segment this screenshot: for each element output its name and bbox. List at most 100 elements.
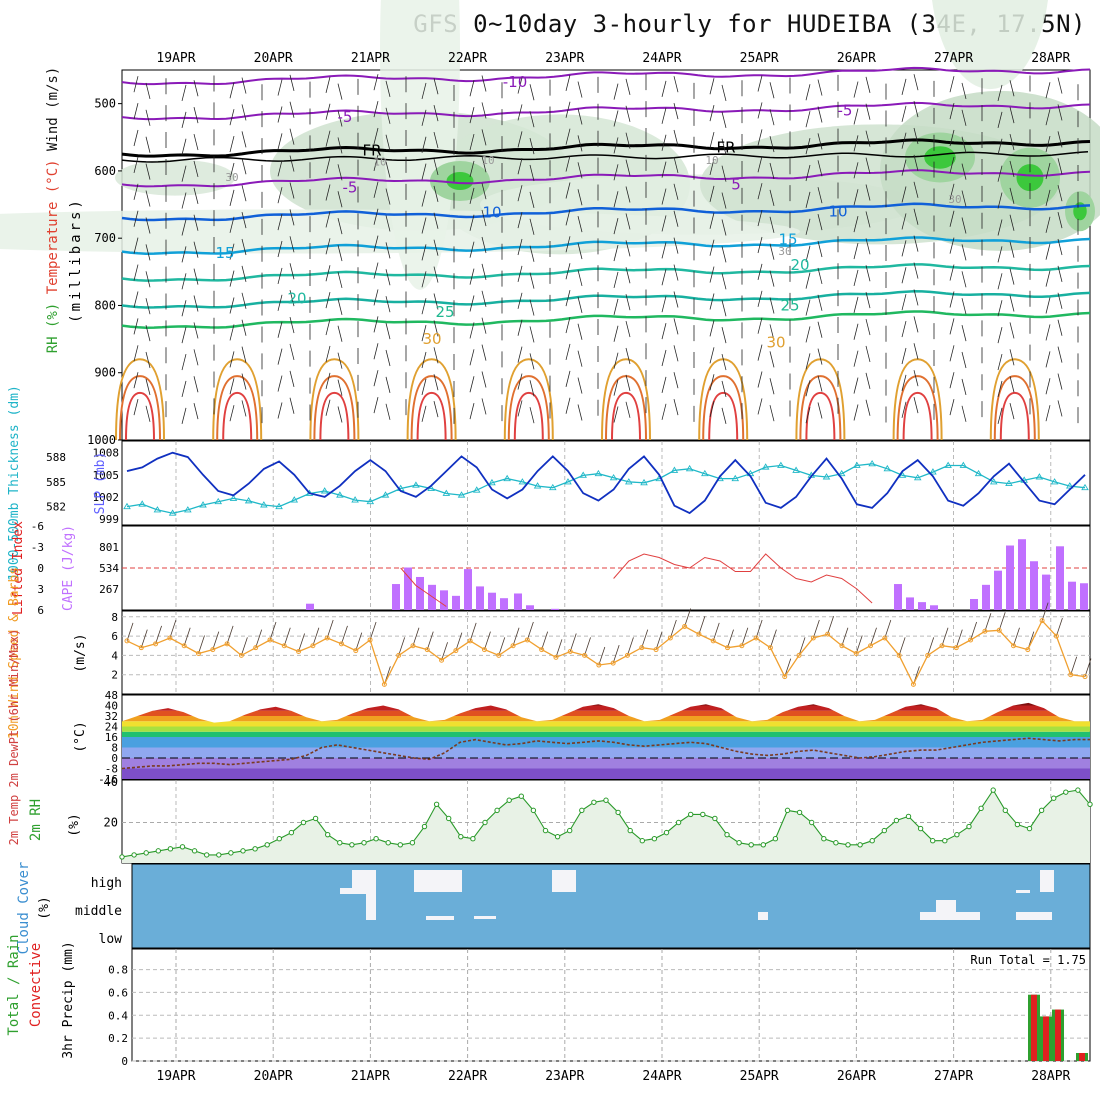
upper-wind-barb [325,211,331,228]
isotherm-4 [121,202,1091,222]
upper-wind-barb [421,298,427,315]
rh-point [373,836,379,842]
cloud-patch [474,916,496,919]
upper-wind-barb [193,160,199,178]
upper-wind-barb [913,235,919,252]
thickness-point [457,491,466,498]
wind10-barb [198,635,205,654]
upper-wind-barb [337,164,343,181]
upper-wind-barb [229,270,235,287]
upper-wind-barb [181,407,187,424]
warm-loop-0-2 [125,391,155,441]
upper-wind-barb [133,291,139,308]
wind10-point [582,652,588,658]
rh-point [930,838,936,844]
upper-wind-barb [277,133,283,150]
upper-wind-barb [673,318,679,335]
upper-wind-barb [721,327,727,344]
upper-wind-barb [913,100,919,118]
upper-wind-barb [673,210,679,227]
upper-wind-barb [565,290,571,307]
rh-point [288,829,295,836]
warm-loop-2-1 [313,375,356,441]
precip-tick-label: 0.6 [108,986,128,999]
rh-point [966,823,972,830]
upper-wind-barb [1009,268,1015,285]
upper-wind-barb [529,380,535,397]
wind10-barb [855,635,863,654]
rh-contour-label: 10 [373,156,386,169]
rh-point [772,836,779,842]
upper-wind-barb [721,165,727,182]
upper-wind-barb [529,218,535,235]
upper-wind-barb [325,76,331,93]
wind10-point [610,660,616,666]
thickness-point [731,474,740,482]
upper-wind-barb [337,137,343,154]
rh-shade-0 [115,159,235,196]
isotherm-3 [121,169,1091,188]
warm-loop-4-0 [503,358,554,441]
upper-wind-barb [517,104,523,121]
isotherm-label: -10 [503,73,528,91]
upper-wind-barb [229,162,235,180]
cloud-patch [1040,870,1054,892]
wind10-barb [741,627,749,646]
rh-point [809,819,815,826]
upper-wind-barb [625,159,631,176]
upper-wind-barb [433,158,439,176]
upper-wind-barb [289,263,295,280]
rh-point [264,842,270,848]
upper-wind-barb [721,273,727,290]
upper-wind-barb [289,74,295,91]
upper-wind-barb [433,105,439,122]
upper-wind-barb [1045,405,1051,422]
precip-total-ylabel: Total / Rain [6,934,22,1035]
thickness-line [126,463,1086,514]
upper-wind-barb [145,325,151,342]
lifted-tick-label: 6 [37,604,44,617]
slp-frame [121,440,1091,526]
upper-wind-barb [913,208,919,225]
precip-conv-bar [1055,1009,1061,1061]
cape-bar [500,598,508,610]
upper-wind-barb [421,325,427,342]
cape-bar [404,567,412,610]
cloud-patch [366,870,376,920]
upper-wind-barb [517,400,523,417]
slp-tick-label: 1005 [93,469,120,482]
upper-wind-barb [289,209,295,226]
rh-point [905,813,912,820]
wind10-barb [755,619,763,639]
wind10-point [310,643,316,649]
upper-wind-barb [661,376,667,394]
wind10-barb [870,627,877,646]
cloud-patch [352,870,370,888]
upper-wind-barb [433,78,439,95]
upper-wind-barb [481,102,487,119]
upper-wind-barb [661,269,667,286]
slp-tick-label: 999 [99,513,119,526]
upper-wind-barb [181,111,187,128]
upper-wind-barb [961,298,967,315]
upper-wind-barb [565,101,571,118]
cape-bar [982,584,990,610]
wind10-barb [970,621,977,641]
cape-lifted-panel [121,525,1091,611]
upper-wind-barb [997,353,1003,371]
rh-point [397,842,403,848]
upper-wind-barb [241,319,247,336]
temp-tick-label: -8 [105,763,118,776]
cloud-level-label: low [99,932,123,947]
rh-point [494,807,500,814]
upper-wind-barb [229,109,235,126]
upper-wind-barb [613,352,619,369]
upper-wind-barb [865,265,871,282]
upper-wind-barb [961,351,967,369]
wind10-barb [555,639,563,658]
wind10-point [524,637,530,643]
upper-wind-barb [145,298,151,315]
thickness-point [685,464,694,472]
upper-wind-barb [901,132,907,149]
rh-contour-label: 30 [948,193,961,206]
